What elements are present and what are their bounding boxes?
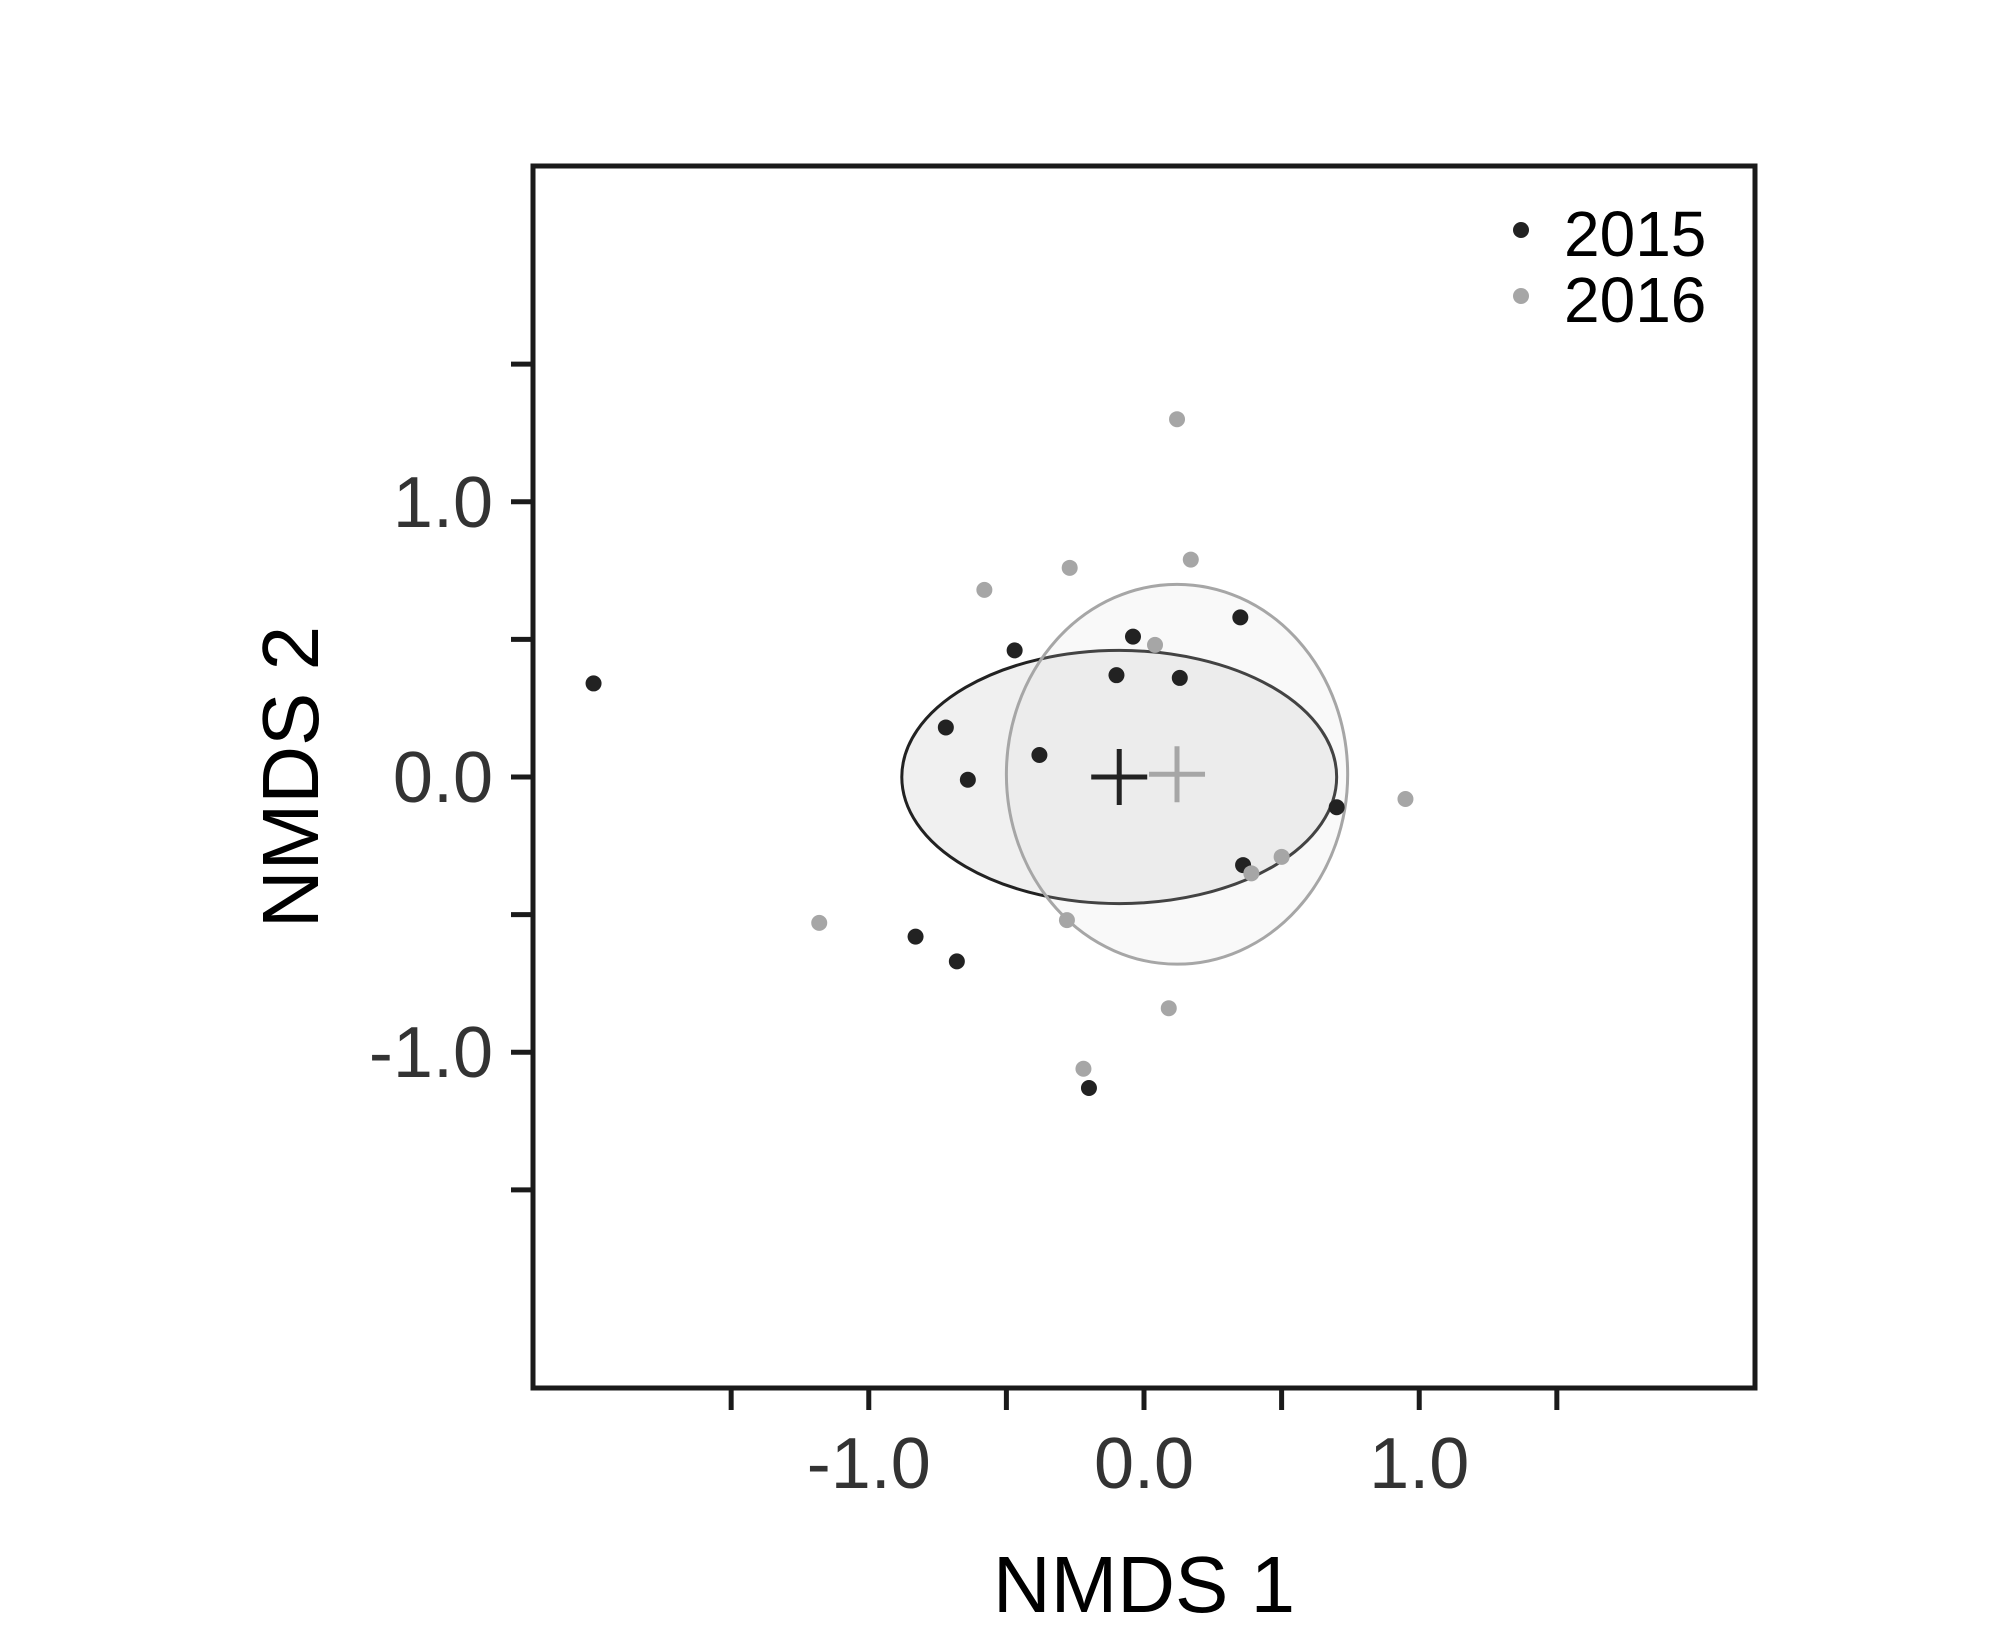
y-axis: -1.0 0.0 1.0	[369, 361, 533, 1193]
point-2015-4	[1031, 746, 1048, 763]
point-2016-0	[1169, 411, 1186, 428]
point-2015-5	[1108, 667, 1125, 684]
point-2015-7	[1171, 669, 1188, 686]
x-axis: -1.0 0.0 1.0	[728, 1388, 1560, 1504]
point-2016-8	[811, 914, 828, 931]
legend-marker-2015	[1513, 222, 1529, 238]
centroid-2015	[1091, 749, 1148, 805]
x-tick-label-1: -1.0	[807, 1424, 931, 1504]
point-2015-9	[1328, 799, 1345, 816]
point-2016-1	[976, 581, 993, 598]
point-2016-4	[1147, 636, 1164, 653]
centroid-2016	[1149, 746, 1206, 803]
point-2016-3	[1182, 551, 1199, 568]
point-2015-3	[959, 771, 976, 788]
point-2015-2	[937, 719, 954, 736]
y-tick-label-5: 1.0	[393, 463, 493, 543]
point-2016-2	[1061, 559, 1078, 576]
x-axis-title: NMDS 1	[993, 1540, 1295, 1625]
point-2015-1	[1006, 642, 1023, 659]
point-2015-11	[907, 928, 924, 945]
point-2016-6	[1273, 848, 1290, 865]
y-tick-label-1: -1.0	[369, 1013, 493, 1093]
point-2015-6	[1124, 628, 1141, 645]
data-points	[585, 411, 1414, 1097]
point-2016-9	[1058, 912, 1075, 929]
point-2016-10	[1160, 1000, 1177, 1017]
point-2015-12	[948, 953, 965, 970]
point-2016-5	[1397, 791, 1414, 808]
point-2015-8	[1232, 609, 1249, 626]
legend-label-2016: 2016	[1564, 264, 1706, 336]
x-tick-label-5: 1.0	[1369, 1424, 1469, 1504]
point-2015-0	[585, 675, 602, 692]
group-centroids	[1091, 746, 1206, 805]
legend-marker-2016	[1513, 288, 1529, 304]
y-axis-title: NMDS 2	[246, 626, 335, 928]
legend-label-2015: 2015	[1564, 198, 1706, 270]
point-2016-7	[1243, 865, 1260, 882]
point-2016-11	[1075, 1060, 1092, 1077]
point-2015-13	[1080, 1080, 1097, 1097]
y-tick-label-3: 0.0	[393, 738, 493, 818]
x-tick-label-3: 0.0	[1094, 1424, 1194, 1504]
